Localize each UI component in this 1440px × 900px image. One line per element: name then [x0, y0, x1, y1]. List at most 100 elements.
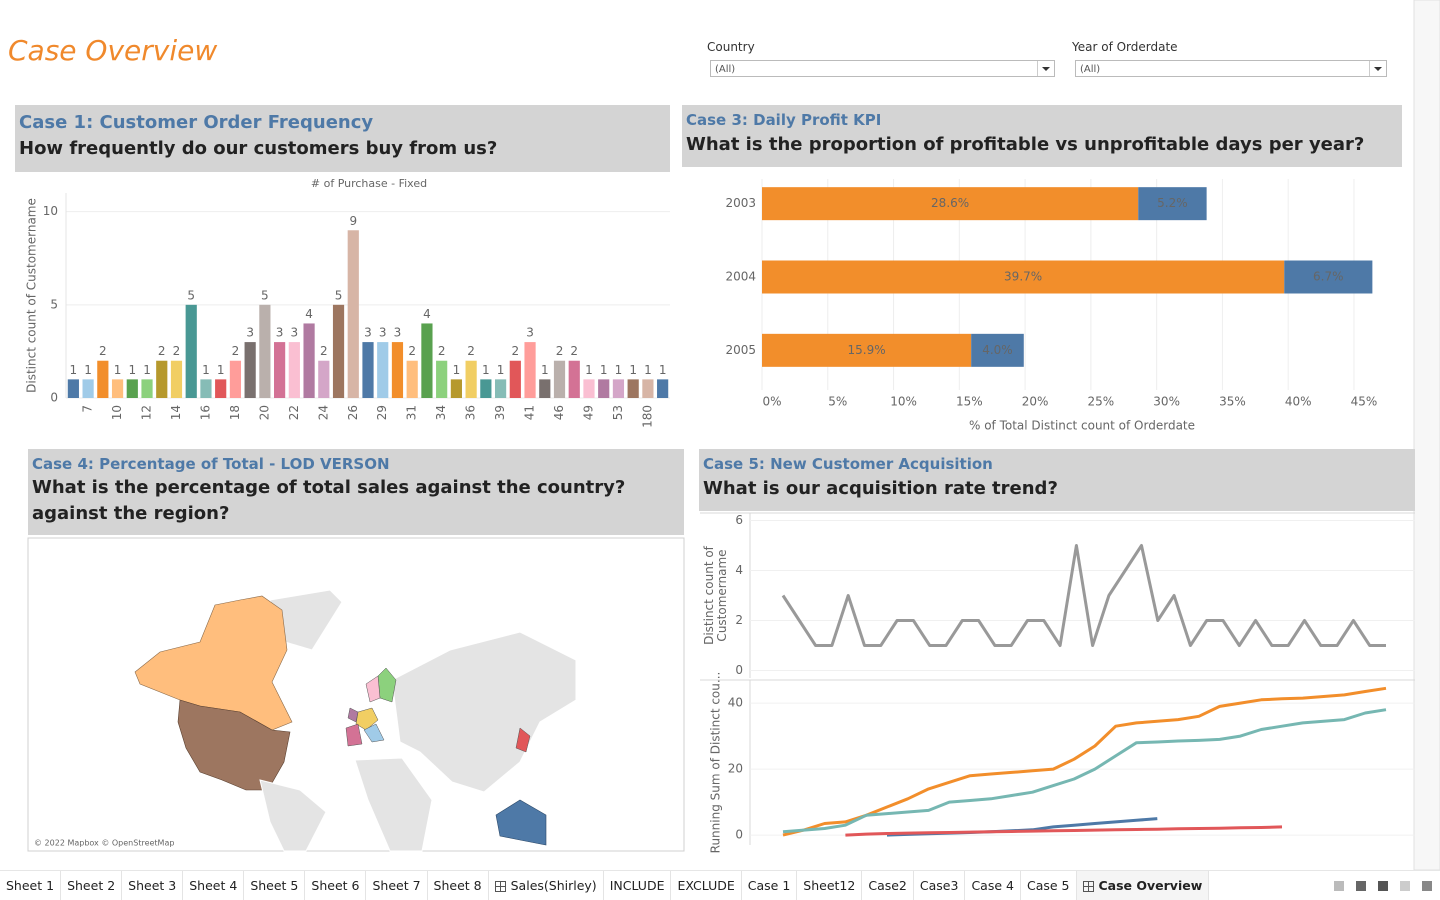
bar — [288, 342, 300, 398]
nav-button[interactable] — [1400, 881, 1410, 891]
data-label: 2 — [511, 344, 519, 358]
bar — [156, 360, 168, 398]
sheet-tab[interactable]: Case Overview — [1076, 871, 1210, 900]
tab-navigation[interactable] — [1334, 881, 1440, 891]
bar-segment — [1284, 260, 1373, 294]
tab-label: Case 5 — [1026, 878, 1070, 893]
bar — [568, 360, 580, 398]
sheet-tab[interactable]: Sales(Shirley) — [489, 871, 604, 900]
data-label: 1 — [70, 363, 78, 377]
bar — [67, 379, 79, 398]
chart-title: # of Purchase - Fixed — [311, 177, 427, 190]
sheet-tab[interactable]: Sheet 7 — [366, 871, 428, 900]
x-tick-label: 22 — [287, 405, 301, 420]
sheet-tab[interactable]: Sheet 1 — [0, 871, 62, 900]
y-tick-label: 2005 — [725, 343, 756, 357]
data-label: 2 — [408, 344, 416, 358]
bar — [362, 342, 374, 398]
data-label: 3 — [364, 326, 372, 340]
x-tick-label: 45% — [1351, 395, 1378, 409]
y-tick-label: 2004 — [725, 270, 756, 284]
bar — [391, 342, 404, 398]
data-label: 2 — [99, 344, 107, 358]
sheet-tab[interactable]: Case 5 — [1021, 871, 1077, 900]
map-attribution: © 2022 Mapbox © OpenStreetMap — [34, 839, 174, 848]
line — [782, 686, 1387, 837]
sheet-tab[interactable]: Sheet 8 — [428, 871, 489, 900]
bar — [465, 360, 477, 398]
tab-label: Case3 — [919, 878, 959, 893]
sheet-tab[interactable]: Case 4 — [965, 871, 1021, 900]
data-label: 3 — [379, 326, 387, 340]
bar — [244, 342, 256, 398]
bar — [494, 379, 507, 398]
sheet-tab[interactable]: Sheet 6 — [305, 871, 367, 900]
sheet-tab[interactable]: Sheet 5 — [244, 871, 306, 900]
bar — [450, 379, 462, 398]
x-tick-label: 16 — [198, 405, 212, 420]
bar — [509, 360, 521, 398]
tab-label: Sheet 6 — [311, 878, 360, 893]
y-tick-label: 6 — [735, 513, 743, 527]
filter-label: Year of Orderdate — [1072, 40, 1178, 54]
sheet-tab[interactable]: Sheet12 — [797, 871, 863, 900]
data-label: 3 — [246, 326, 254, 340]
bar-segment — [1138, 187, 1207, 221]
y-tick-label: 2003 — [725, 196, 756, 210]
data-label: 2 — [570, 344, 578, 358]
sheet-tab[interactable]: Sheet 3 — [122, 871, 184, 900]
x-tick-label: 49 — [581, 405, 595, 420]
data-label: 5 — [335, 288, 343, 302]
panel-heading: Case 3: Daily Profit KPI — [686, 111, 882, 129]
data-label: 1 — [585, 363, 593, 377]
bar — [598, 379, 610, 398]
x-tick-label: 20% — [1022, 395, 1049, 409]
sheet-tab[interactable]: INCLUDE — [604, 871, 672, 900]
nav-button[interactable] — [1422, 881, 1432, 891]
data-label: 9 — [349, 214, 357, 228]
data-label: 5.2% — [1157, 196, 1188, 210]
x-tick-label: 20 — [257, 405, 271, 420]
x-tick-label: 0% — [762, 395, 781, 409]
y-tick-label: 0 — [50, 391, 58, 405]
x-tick-label: 34 — [434, 405, 448, 420]
sheet-tab[interactable]: Case 1 — [742, 871, 798, 900]
bar — [126, 379, 138, 398]
x-tick-label: 25% — [1088, 395, 1115, 409]
bar — [318, 360, 330, 398]
map — [27, 537, 685, 852]
filter-dropdown[interactable]: (All) — [710, 60, 1055, 77]
data-label: 1 — [202, 363, 210, 377]
nav-button[interactable] — [1334, 881, 1344, 891]
nav-button[interactable] — [1356, 881, 1366, 891]
tab-label: Sheet 5 — [250, 878, 299, 893]
data-label: 1 — [629, 363, 637, 377]
sheet-tab[interactable]: EXCLUDE — [671, 871, 742, 900]
x-tick-label: 7 — [81, 405, 95, 413]
dashboard-icon — [494, 880, 506, 892]
bar — [612, 379, 625, 398]
data-label: 2 — [320, 344, 328, 358]
line — [781, 544, 1386, 647]
tab-label: Case 1 — [747, 878, 791, 893]
bar — [185, 304, 197, 398]
sheet-tab[interactable]: Sheet 4 — [183, 871, 245, 900]
y-tick-label: 40 — [728, 696, 743, 710]
tab-label: Sheet12 — [803, 878, 856, 893]
data-label: 1 — [482, 363, 490, 377]
sheet-tab[interactable]: Sheet 2 — [61, 871, 123, 900]
sheet-tab[interactable]: Case2 — [862, 871, 914, 900]
data-label: 3 — [394, 326, 402, 340]
bar — [170, 360, 183, 398]
tab-label: Case 4 — [971, 878, 1014, 893]
filter-dropdown[interactable]: (All) — [1075, 60, 1387, 77]
sheet-tabs: Sheet 1 Sheet 2 Sheet 3 Sheet 4 Sheet 5 Sheet… — [0, 870, 1440, 900]
nav-button[interactable] — [1378, 881, 1388, 891]
x-tick-label: 5% — [828, 395, 847, 409]
sheet-tab[interactable]: Case3 — [914, 871, 966, 900]
bar-segment — [762, 187, 1139, 221]
data-label: 4.0% — [982, 343, 1013, 357]
bar — [274, 342, 286, 398]
y-tick-label: 4 — [735, 563, 743, 577]
tab-label: EXCLUDE — [677, 878, 735, 893]
